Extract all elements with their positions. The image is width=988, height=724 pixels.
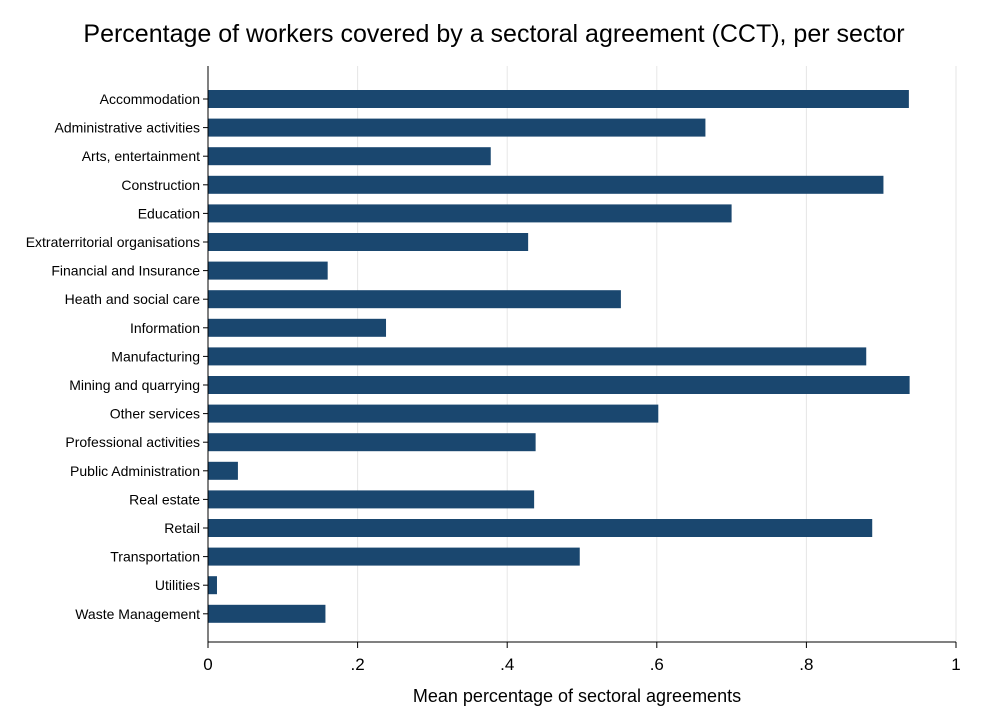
category-label-18: Waste Management	[75, 606, 200, 622]
category-label-10: Mining and quarrying	[69, 377, 200, 393]
category-label-9: Manufacturing	[111, 348, 200, 364]
bar-6	[208, 261, 328, 280]
x-axis-title: Mean percentage of sectoral agreements	[413, 686, 741, 706]
category-label-3: Construction	[121, 177, 200, 193]
bar-16	[208, 547, 580, 566]
category-label-8: Information	[130, 320, 200, 336]
x-tick-label-3: .6	[650, 655, 664, 674]
x-tick-label-1: .2	[351, 655, 365, 674]
category-label-14: Real estate	[129, 491, 200, 507]
x-tick-label-5: 1	[951, 655, 960, 674]
category-label-11: Other services	[110, 406, 200, 422]
bar-14	[208, 490, 535, 509]
bar-2	[208, 147, 491, 166]
x-tick-label-2: .4	[500, 655, 514, 674]
category-label-4: Education	[138, 205, 200, 221]
bar-1	[208, 118, 706, 137]
bar-15	[208, 519, 873, 537]
x-tick-label-0: 0	[203, 655, 212, 674]
bar-13	[208, 461, 238, 480]
bar-9	[208, 347, 867, 366]
category-label-1: Administrative activities	[55, 120, 201, 136]
category-label-16: Transportation	[110, 549, 200, 565]
bar-0	[208, 90, 909, 108]
category-label-6: Financial and Insurance	[51, 263, 200, 279]
bar-18	[208, 604, 326, 623]
category-label-13: Public Administration	[70, 463, 200, 479]
bar-3	[208, 175, 884, 194]
bar-4	[208, 204, 732, 223]
bar-12	[208, 433, 536, 452]
bar-8	[208, 318, 387, 337]
category-label-0: Accommodation	[100, 91, 200, 107]
category-label-17: Utilities	[155, 577, 200, 593]
category-label-15: Retail	[164, 520, 200, 536]
chart-title: Percentage of workers covered by a secto…	[83, 20, 905, 48]
category-label-5: Extraterritorial organisations	[26, 234, 200, 250]
bar-5	[208, 233, 529, 251]
category-label-2: Arts, entertainment	[82, 148, 200, 164]
bar-10	[208, 376, 910, 394]
x-tick-label-4: .8	[799, 655, 813, 674]
category-label-7: Heath and social care	[65, 291, 201, 307]
bar-11	[208, 404, 659, 423]
bar-17	[208, 576, 217, 595]
category-label-12: Professional activities	[65, 434, 200, 450]
bar-7	[208, 290, 621, 309]
